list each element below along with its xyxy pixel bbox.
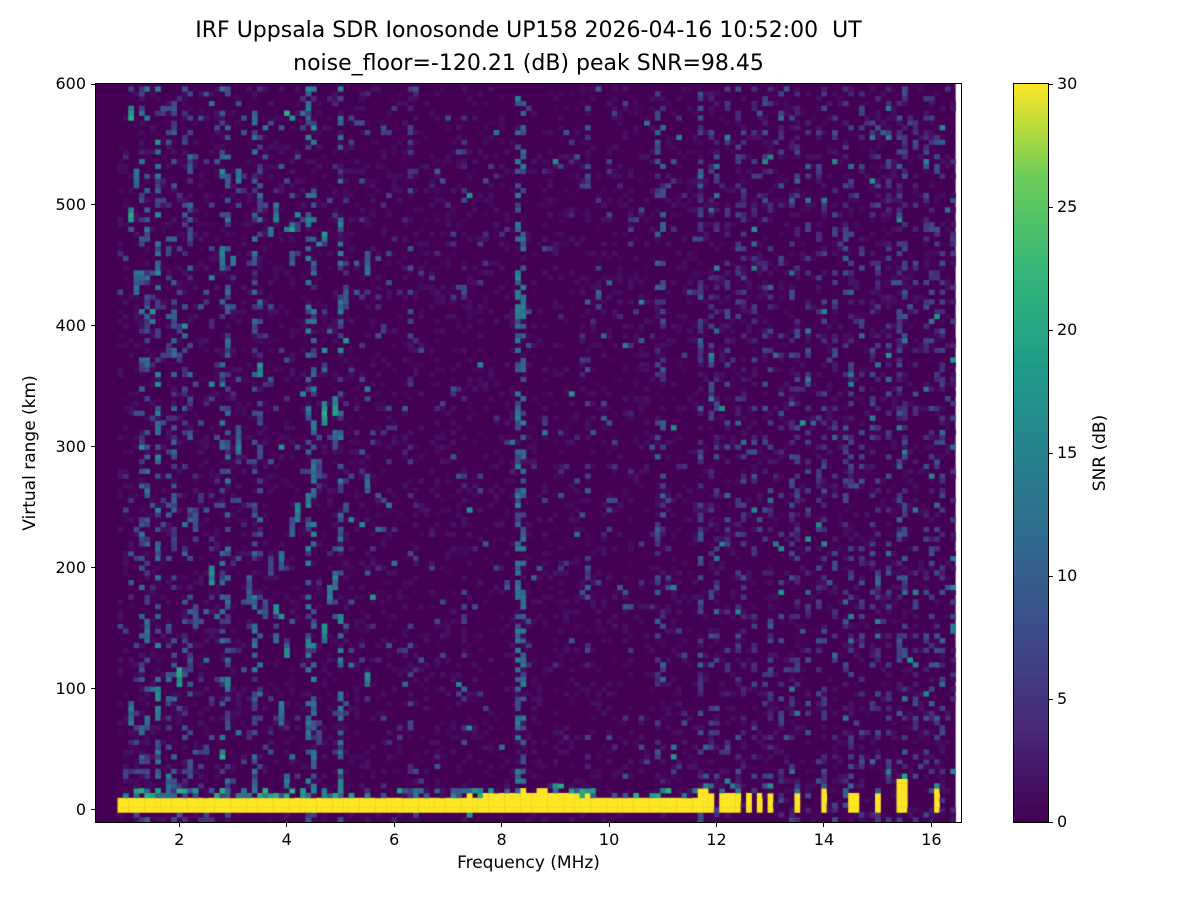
x-tick-label: 12 — [706, 830, 727, 849]
x-tick-mark — [716, 823, 718, 827]
x-tick-mark — [608, 823, 610, 827]
chart-title: IRF Uppsala SDR Ionosonde UP158 2026-04-… — [96, 14, 961, 80]
y-axis-label: Virtual range (km) — [20, 375, 40, 531]
x-tick-label: 6 — [389, 830, 400, 849]
colorbar-tick-mark — [1049, 83, 1053, 85]
x-tick-label: 8 — [496, 830, 507, 849]
y-tick-mark — [91, 567, 95, 569]
x-tick-mark — [501, 823, 503, 827]
x-tick-mark — [393, 823, 395, 827]
colorbar-tick-label: 30 — [1057, 74, 1078, 93]
x-tick-mark — [178, 823, 180, 827]
y-tick-mark — [91, 83, 95, 85]
x-axis-label: Frequency (MHz) — [457, 853, 600, 873]
y-tick-mark — [91, 204, 95, 206]
y-tick-mark — [91, 446, 95, 448]
colorbar-tick-mark — [1049, 452, 1053, 454]
x-tick-label: 14 — [813, 830, 835, 849]
chart-title-line2: noise_floor=-120.21 (dB) peak SNR=98.45 — [293, 51, 764, 76]
colorbar-label: SNR (dB) — [1090, 414, 1110, 492]
colorbar-tick-mark — [1049, 698, 1053, 700]
y-tick-label: 600 — [55, 74, 86, 93]
x-tick-label: 16 — [921, 830, 942, 849]
colorbar — [1013, 83, 1049, 823]
colorbar-tick-label: 10 — [1057, 566, 1078, 585]
colorbar-tick-label: 15 — [1057, 443, 1078, 462]
colorbar-tick-label: 5 — [1057, 689, 1068, 708]
y-tick-mark — [91, 809, 95, 811]
y-tick-mark — [91, 688, 95, 690]
colorbar-canvas — [1014, 84, 1048, 822]
x-tick-label: 2 — [174, 830, 185, 849]
colorbar-tick-label: 25 — [1057, 197, 1078, 216]
x-tick-mark — [286, 823, 288, 827]
colorbar-tick-label: 0 — [1057, 812, 1068, 831]
y-tick-label: 100 — [55, 678, 86, 698]
y-tick-label: 500 — [55, 194, 86, 214]
heatmap-plot-area — [95, 83, 962, 823]
x-tick-label: 10 — [598, 830, 620, 849]
x-tick-mark — [823, 823, 825, 827]
x-tick-label: 4 — [281, 830, 292, 849]
y-tick-label: 200 — [55, 557, 86, 577]
heatmap-canvas — [96, 84, 961, 822]
colorbar-tick-mark — [1049, 329, 1053, 331]
y-tick-label: 300 — [55, 436, 86, 456]
chart-title-line1: IRF Uppsala SDR Ionosonde UP158 2026-04-… — [195, 18, 862, 43]
x-tick-mark — [930, 823, 932, 827]
colorbar-tick-label: 20 — [1057, 320, 1078, 339]
y-tick-label: 400 — [55, 315, 86, 335]
y-tick-label: 0 — [75, 799, 86, 819]
colorbar-tick-mark — [1049, 821, 1053, 823]
colorbar-tick-mark — [1049, 575, 1053, 577]
colorbar-tick-mark — [1049, 206, 1053, 208]
y-tick-mark — [91, 325, 95, 327]
